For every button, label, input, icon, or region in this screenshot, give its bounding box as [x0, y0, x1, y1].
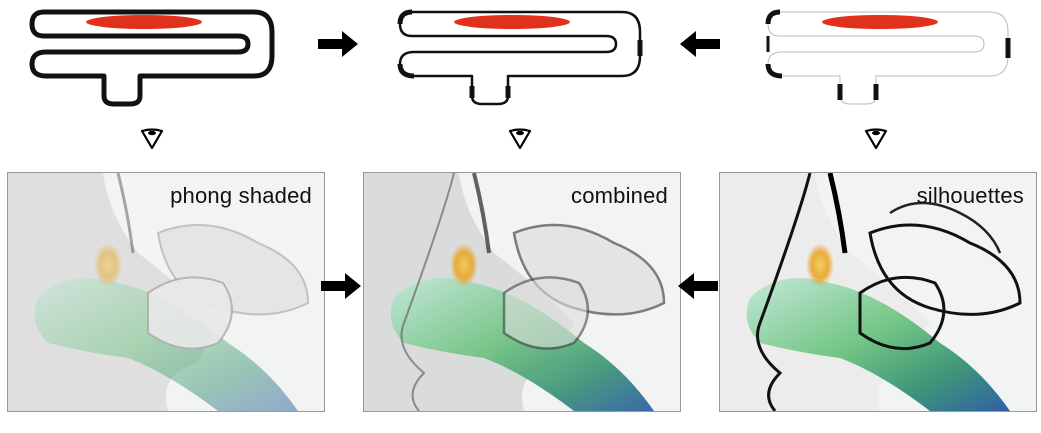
right-arrow-icon — [319, 272, 363, 300]
rendering-silhouettes — [720, 173, 1022, 411]
rendering-phong — [8, 173, 310, 411]
panel-label: silhouettes — [916, 183, 1024, 208]
cross-section-combined — [372, 0, 668, 110]
eye-view-icon — [508, 128, 532, 150]
cross-section-phong — [4, 0, 300, 110]
right-arrow-icon — [316, 30, 360, 58]
panel-label: combined — [571, 183, 668, 208]
highlight-region — [822, 15, 938, 29]
cross-section-silhouettes — [740, 0, 1036, 110]
panel-combined: combined — [363, 172, 681, 412]
left-arrow-icon — [678, 30, 722, 58]
panel-label: phong shaded — [170, 183, 312, 208]
panel-phong-shaded: phong shaded — [7, 172, 325, 412]
eye-view-icon — [140, 128, 164, 150]
eye-view-icon — [864, 128, 888, 150]
highlight-region — [86, 15, 202, 29]
panel-silhouettes: silhouettes — [719, 172, 1037, 412]
left-arrow-icon — [676, 272, 720, 300]
highlight-region — [454, 15, 570, 29]
rendering-combined — [364, 173, 666, 411]
